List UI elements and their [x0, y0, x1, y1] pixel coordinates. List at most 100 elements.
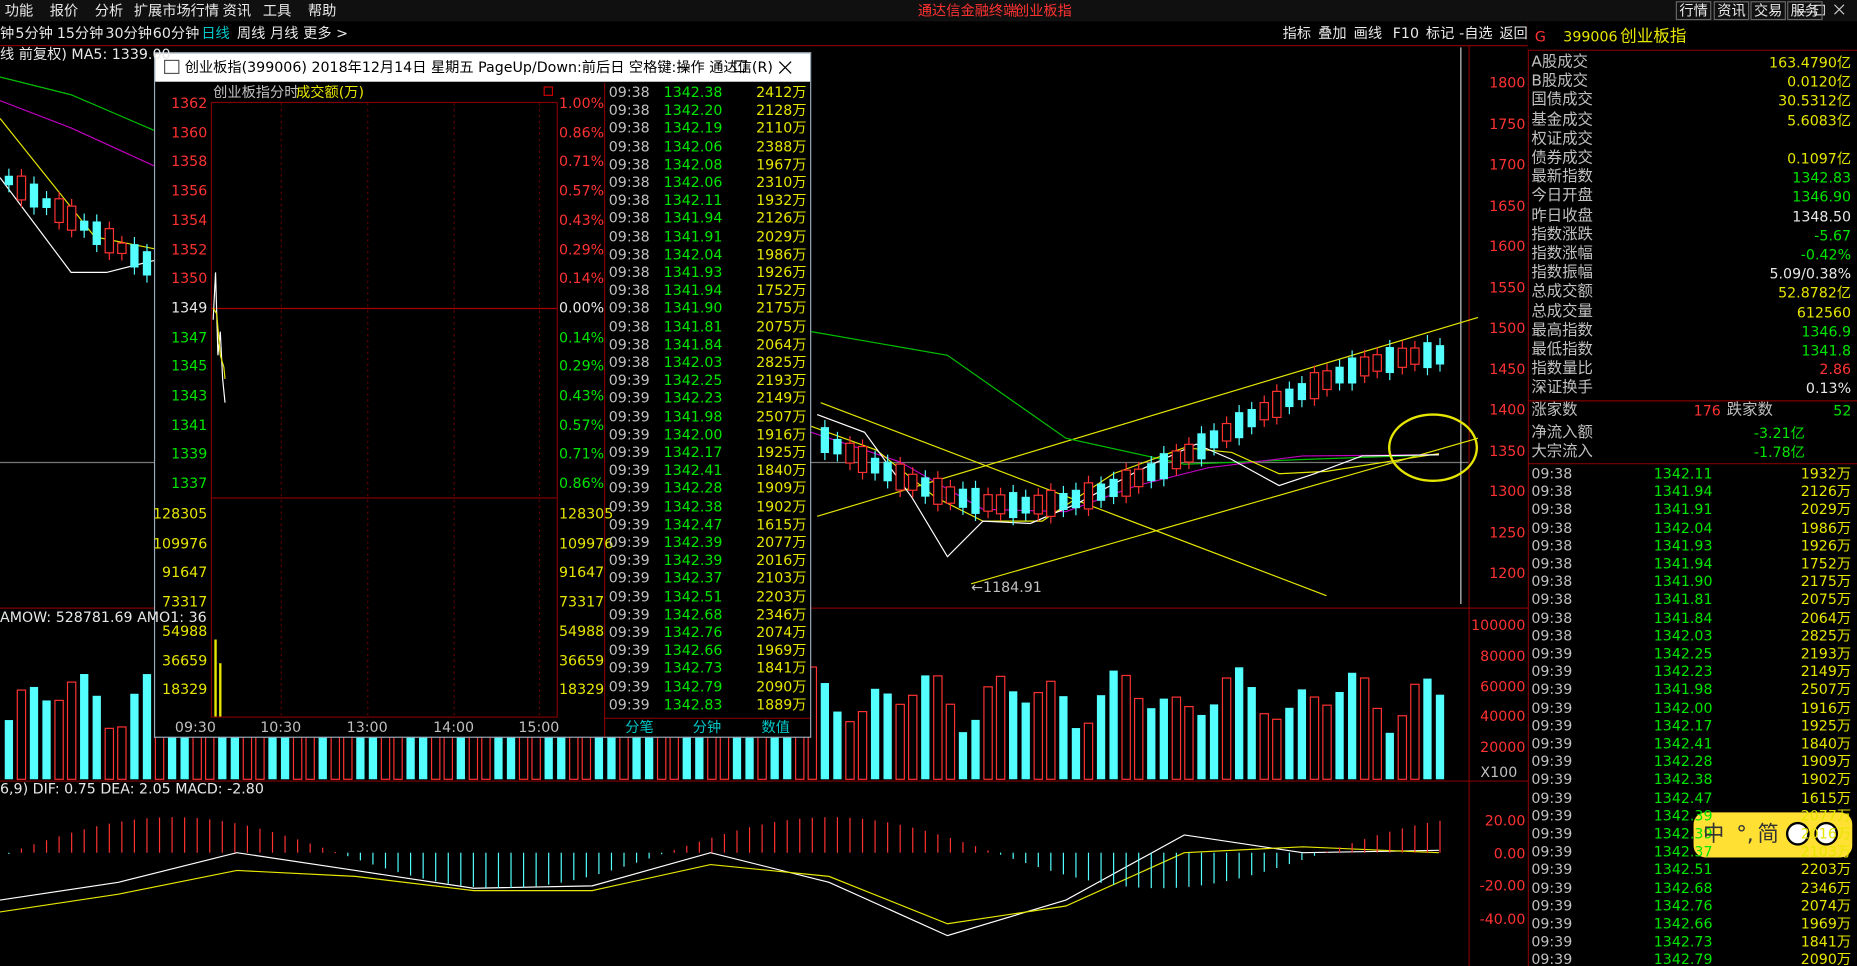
popup-price-label: 1339	[171, 445, 208, 463]
tick-price: 1341.91	[663, 228, 723, 245]
tick-volume: 1615万	[1800, 789, 1852, 807]
macd-bar	[1439, 820, 1441, 853]
tick-volume: 2128万	[756, 102, 807, 119]
tick-time: 09:39	[608, 606, 650, 623]
ime-button[interactable]: 中	[1703, 821, 1725, 847]
volume-bar	[1423, 678, 1432, 780]
macd-bar	[1163, 852, 1165, 889]
macd-bar	[535, 852, 537, 887]
toolbar-button[interactable]: -自选	[1459, 24, 1493, 42]
quote-label: 总成交额	[1531, 283, 1593, 302]
volume-bar	[80, 674, 89, 780]
macd-bar	[1301, 852, 1303, 860]
maximize-button[interactable]	[734, 60, 747, 73]
period-tab[interactable]: 60分钟	[152, 24, 200, 42]
tick-volume: 2074万	[1800, 897, 1852, 915]
toolbar-button[interactable]: 画线	[1353, 24, 1383, 42]
candle	[42, 198, 51, 208]
period-tab[interactable]: 更多 >	[303, 24, 349, 42]
popup-price-label: 1349	[171, 299, 208, 317]
volume-bar	[419, 723, 428, 780]
menu-item[interactable]: 资讯	[222, 2, 252, 19]
macd-bar	[1000, 852, 1002, 855]
macd-bar	[108, 823, 110, 853]
volume-bar	[857, 711, 868, 780]
quote-label: 指数涨跌	[1531, 225, 1593, 244]
tick-price: 1342.38	[1653, 771, 1713, 789]
popup-tab[interactable]: 分钟	[692, 718, 722, 736]
toolbar-button[interactable]: 标记	[1425, 24, 1455, 42]
candle	[845, 442, 855, 464]
top-button[interactable]: 服务	[1787, 1, 1823, 21]
period-tab[interactable]: 月线	[270, 24, 299, 42]
tick-price: 1342.41	[663, 462, 723, 479]
period-tab[interactable]: 日线	[201, 24, 230, 42]
tick-time: 09:39	[1531, 951, 1573, 966]
macd-bar	[1188, 852, 1190, 887]
macd-bar	[849, 817, 851, 853]
macd-bar	[748, 827, 751, 853]
volume-bar	[983, 686, 993, 780]
maximize-button[interactable]	[1814, 4, 1826, 16]
menu-item[interactable]: 工具	[262, 2, 292, 19]
macd-bar	[1376, 835, 1378, 853]
popup-price-label: 1341	[171, 416, 208, 434]
top-button[interactable]: 交易	[1750, 1, 1786, 21]
candle	[921, 477, 930, 497]
period-tab[interactable]: 30分钟	[105, 24, 152, 42]
period-tab[interactable]: 钟	[0, 24, 15, 42]
volume-bar	[845, 721, 855, 780]
tick-time: 09:38	[608, 264, 650, 281]
macd-bar	[435, 852, 437, 882]
popup-volume-label: 128305	[152, 505, 208, 523]
volume-bar	[995, 675, 1006, 780]
tick-price: 1342.03	[663, 354, 723, 371]
tick-time: 09:39	[608, 516, 650, 533]
top-button[interactable]: 行情	[1675, 1, 1712, 21]
ime-button[interactable]: °,	[1736, 821, 1754, 847]
volume-bar	[4, 720, 14, 780]
menu-item[interactable]: 报价	[49, 2, 79, 19]
menu-item[interactable]: 分析	[94, 2, 124, 19]
candle	[1096, 483, 1106, 501]
period-tab[interactable]: 5分钟	[15, 24, 53, 42]
volume-bar	[1359, 677, 1370, 780]
menu-item[interactable]: 帮助	[307, 2, 337, 19]
tick-price: 1341.98	[1653, 681, 1713, 699]
candle	[1285, 388, 1294, 408]
volume-bar	[531, 730, 541, 780]
close-button[interactable]	[1834, 4, 1845, 15]
period-tab[interactable]: 15分钟	[56, 24, 104, 42]
tick-volume: 2075万	[1800, 591, 1852, 609]
tick-volume: 1889万	[756, 696, 807, 713]
volume-info: AMOW: 528781.69 AMO1: 36	[0, 608, 207, 626]
ime-button[interactable]: 简	[1757, 821, 1779, 847]
menu-link[interactable]: 创业板指	[1014, 2, 1072, 19]
candle	[1209, 430, 1219, 449]
popup-tab[interactable]: 分笔	[625, 718, 654, 736]
ime-toolbar[interactable]	[1693, 812, 1853, 858]
menu-link[interactable]: 通达信金融终端	[917, 2, 1018, 19]
volume-bar	[1171, 696, 1182, 780]
toolbar-button[interactable]: 叠加	[1318, 24, 1347, 42]
macd-bar	[133, 819, 136, 853]
tick-price: 1342.06	[663, 138, 723, 155]
close-button[interactable]	[778, 61, 792, 74]
tick-volume: 1840万	[756, 462, 807, 479]
toolbar-button[interactable]: 指标	[1282, 24, 1312, 42]
toolbar-button[interactable]: F10	[1392, 24, 1420, 42]
toolbar-button[interactable]: 返回	[1499, 24, 1528, 42]
popup-tab[interactable]: 数值	[761, 718, 790, 736]
tick-volume: 2016万	[756, 552, 807, 569]
menu-item[interactable]: 扩展市场行情	[133, 2, 220, 19]
macd-bar	[610, 852, 613, 871]
macd-bar	[648, 852, 650, 859]
top-button[interactable]: 资讯	[1713, 1, 1750, 21]
tick-time: 09:38	[1531, 465, 1573, 483]
period-tab[interactable]: 周线	[236, 24, 266, 42]
quote-value: 2.86	[1819, 361, 1852, 379]
menu-item[interactable]: 功能	[4, 2, 34, 19]
volume-bar	[218, 721, 227, 780]
volume-bar	[870, 688, 880, 780]
quote-label: 最新指数	[1531, 168, 1593, 187]
